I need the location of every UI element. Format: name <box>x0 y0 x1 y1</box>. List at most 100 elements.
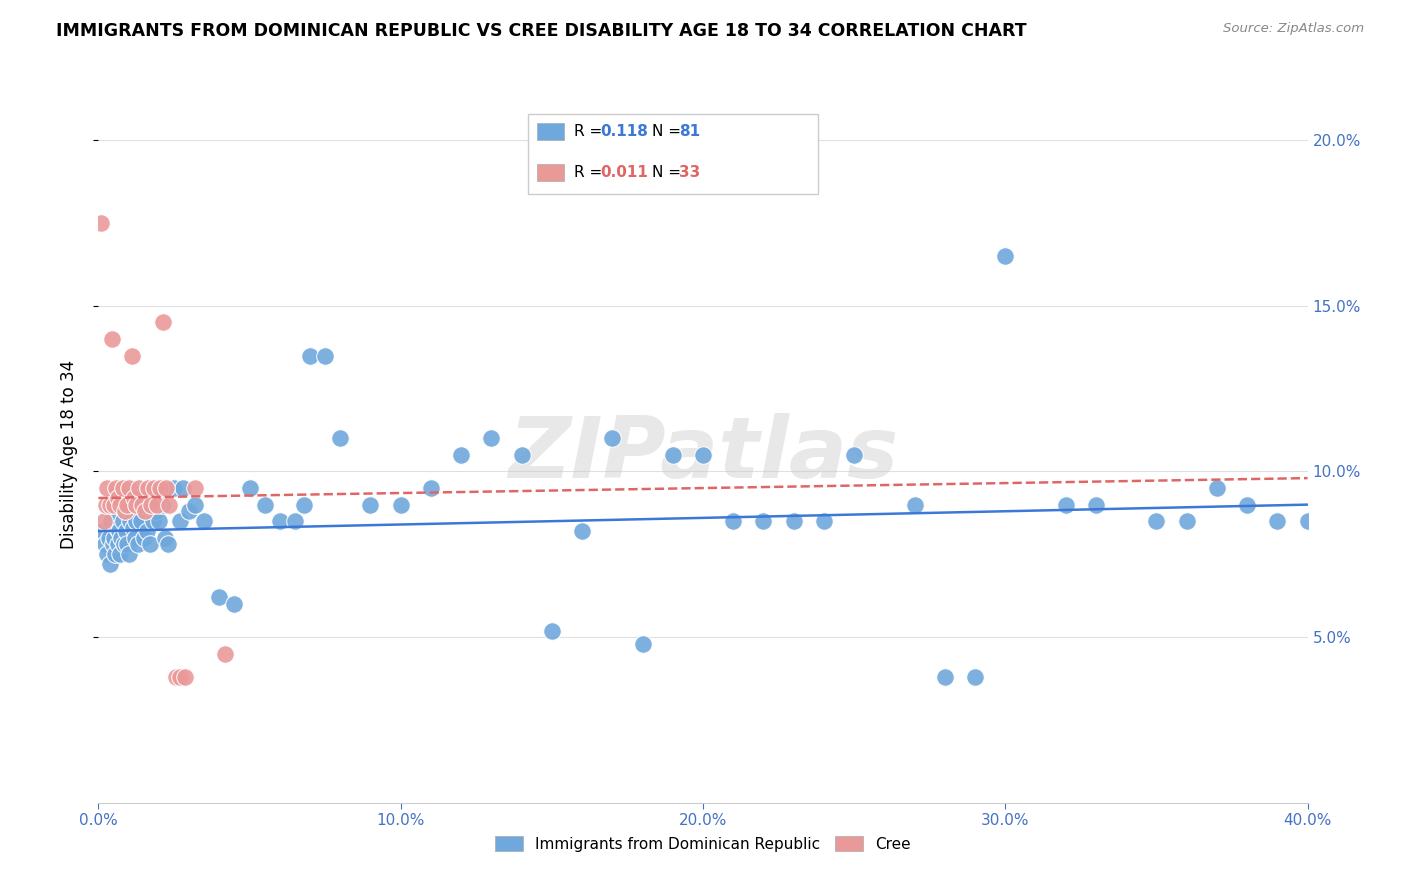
Point <box>121 349 143 363</box>
Point <box>101 332 124 346</box>
Text: IMMIGRANTS FROM DOMINICAN REPUBLIC VS CREE DISABILITY AGE 18 TO 34 CORRELATION C: IMMIGRANTS FROM DOMINICAN REPUBLIC VS CR… <box>56 22 1026 40</box>
Point <box>155 481 177 495</box>
Text: R =: R = <box>574 165 607 180</box>
Point <box>98 558 121 572</box>
Point <box>112 537 135 551</box>
Point <box>169 670 191 684</box>
Text: R =: R = <box>574 124 607 139</box>
Text: 0.011: 0.011 <box>600 165 648 180</box>
Point <box>994 249 1017 263</box>
Point <box>122 521 145 535</box>
Text: 81: 81 <box>679 124 700 139</box>
Point <box>91 524 114 538</box>
Legend: Immigrants from Dominican Republic, Cree: Immigrants from Dominican Republic, Cree <box>489 830 917 858</box>
Point <box>450 448 472 462</box>
Text: 0.118: 0.118 <box>600 124 648 139</box>
Text: Source: ZipAtlas.com: Source: ZipAtlas.com <box>1223 22 1364 36</box>
Point <box>193 514 215 528</box>
Point <box>100 514 122 528</box>
Point <box>752 514 775 528</box>
Point <box>420 481 443 495</box>
FancyBboxPatch shape <box>527 114 818 194</box>
Point <box>1175 514 1198 528</box>
Point <box>169 514 191 528</box>
Point <box>184 481 207 495</box>
Point <box>120 514 142 528</box>
Point <box>173 670 195 684</box>
Point <box>184 498 207 512</box>
Point <box>110 531 132 545</box>
Point <box>145 504 167 518</box>
Point <box>510 448 533 462</box>
Point <box>94 537 117 551</box>
Point <box>125 514 148 528</box>
Point <box>571 524 593 538</box>
Point <box>104 547 127 561</box>
Point <box>284 514 307 528</box>
Point <box>172 481 194 495</box>
Point <box>329 431 352 445</box>
Point <box>692 448 714 462</box>
Point <box>118 547 141 561</box>
Point <box>1296 514 1319 528</box>
Point <box>208 591 231 605</box>
Point <box>149 481 172 495</box>
Text: N =: N = <box>652 124 686 139</box>
Point <box>115 537 138 551</box>
Point <box>1206 481 1229 495</box>
Point <box>224 597 246 611</box>
Point <box>94 498 117 512</box>
Point <box>360 498 382 512</box>
FancyBboxPatch shape <box>537 123 564 140</box>
Point <box>844 448 866 462</box>
Point <box>114 524 136 538</box>
Point <box>98 531 121 545</box>
Point <box>165 670 187 684</box>
Point <box>141 498 163 512</box>
Point <box>128 481 150 495</box>
Point <box>90 216 112 230</box>
Point <box>98 498 121 512</box>
Point <box>1267 514 1289 528</box>
Point <box>111 514 134 528</box>
Y-axis label: Disability Age 18 to 34: Disability Age 18 to 34 <box>59 360 77 549</box>
Point <box>1327 514 1350 528</box>
Point <box>269 514 291 528</box>
Point <box>179 504 201 518</box>
Point <box>214 647 236 661</box>
Point <box>723 514 745 528</box>
Point <box>127 537 149 551</box>
Point <box>111 481 134 495</box>
Point <box>93 514 115 528</box>
Point <box>389 498 412 512</box>
Point <box>107 491 129 505</box>
Point <box>148 514 170 528</box>
Point <box>292 498 315 512</box>
Point <box>136 481 159 495</box>
Point <box>101 537 124 551</box>
Point <box>253 498 276 512</box>
Point <box>105 521 128 535</box>
Point <box>139 537 162 551</box>
Point <box>152 315 174 329</box>
Point <box>153 531 176 545</box>
Point <box>661 448 683 462</box>
Point <box>96 481 118 495</box>
Text: ZIPatlas: ZIPatlas <box>508 413 898 497</box>
Point <box>108 524 131 538</box>
Point <box>122 491 145 505</box>
Point <box>1236 498 1258 512</box>
Point <box>159 498 181 512</box>
Point <box>239 481 262 495</box>
Point <box>314 349 336 363</box>
Point <box>143 481 166 495</box>
Point <box>142 514 165 528</box>
Text: 33: 33 <box>679 165 700 180</box>
Point <box>299 349 322 363</box>
Point <box>135 524 157 538</box>
Point <box>965 670 987 684</box>
Point <box>1312 514 1334 528</box>
Point <box>115 498 138 512</box>
Point <box>1054 498 1077 512</box>
Point <box>1146 514 1168 528</box>
